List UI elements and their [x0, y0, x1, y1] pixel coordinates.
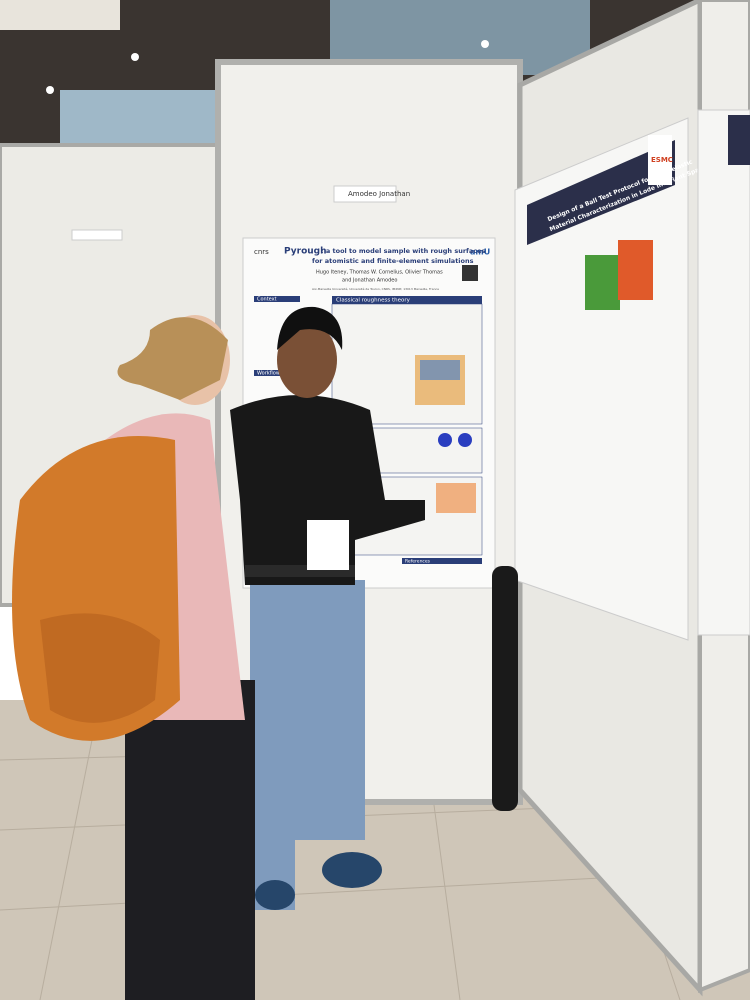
logo: ESMC [651, 156, 673, 164]
person-woman [12, 315, 255, 1000]
light [46, 86, 54, 94]
logo: amU [470, 248, 490, 257]
logo-box [648, 135, 672, 185]
name-card [333, 185, 397, 203]
section-bar [332, 296, 482, 304]
figure [618, 240, 653, 300]
figure [458, 433, 472, 447]
qr-code [462, 265, 478, 281]
ceiling-panel [0, 0, 120, 30]
poster-title: Pyrough [284, 247, 327, 257]
poster-header [527, 140, 675, 245]
poster-subtitle: for atomistic and finite-element simulat… [312, 257, 474, 265]
poster-authors: and Jonathan Amodeo [342, 278, 397, 284]
name-tag: Amodeo Jonathan [348, 190, 410, 198]
section-title: Context [257, 297, 277, 303]
figure [436, 483, 476, 513]
section-bar [402, 558, 482, 564]
section-title: Workflow [257, 371, 280, 377]
poster-header [728, 115, 750, 165]
light [131, 53, 139, 61]
figure [585, 255, 620, 310]
poster-tube [492, 566, 518, 811]
person-man [230, 306, 425, 910]
section-title: References [405, 559, 431, 565]
poster-affiliation: Aix-Marseille Université, Université de … [312, 287, 439, 291]
figure [420, 360, 460, 380]
poster-subtitle: : a tool to model sample with rough surf… [321, 247, 485, 255]
section-bar [254, 370, 300, 376]
figure [438, 433, 452, 447]
light [481, 40, 489, 48]
window [60, 90, 220, 150]
section-title: Classical roughness theory [336, 298, 411, 304]
poster-authors: Hugo Iteney, Thomas W. Cornelius, Olivie… [316, 270, 443, 276]
poster-far-right [697, 109, 750, 636]
section-bar [254, 296, 300, 302]
label-card [71, 229, 123, 241]
logo: cnrs [254, 248, 269, 256]
